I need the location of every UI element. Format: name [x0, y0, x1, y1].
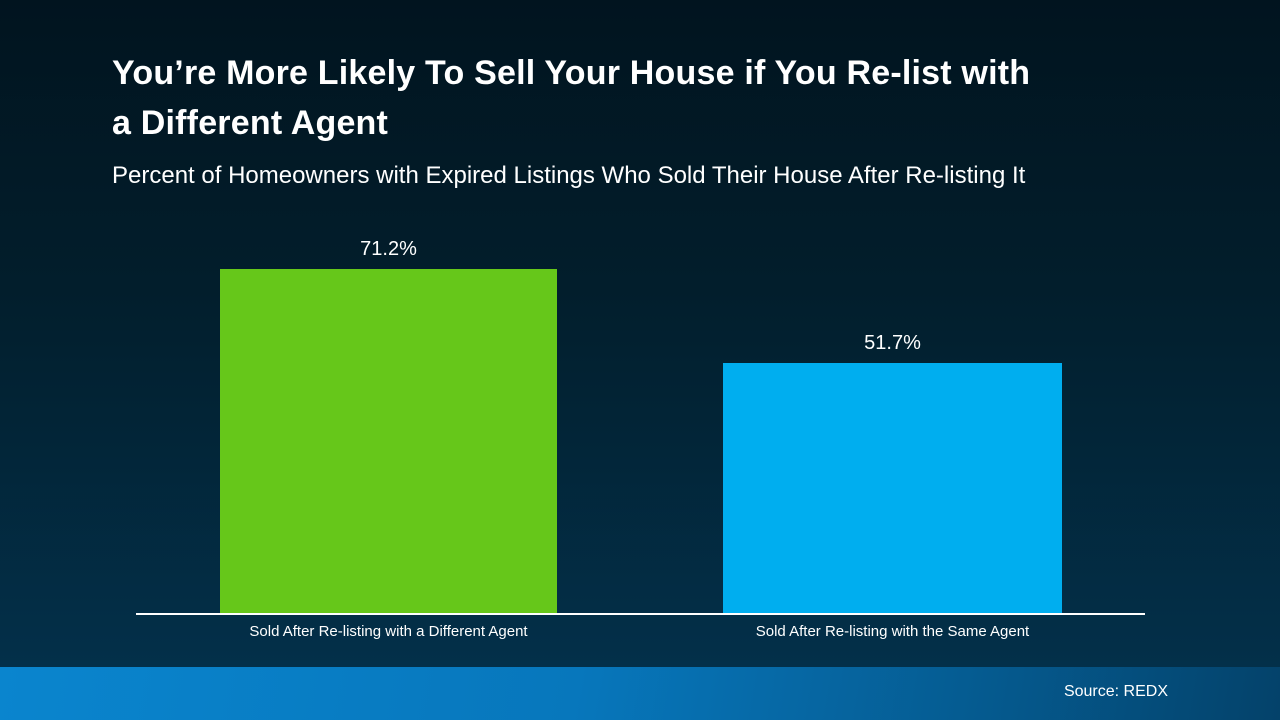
bar-value-label: 51.7%: [864, 332, 921, 354]
bar-value-label: 71.2%: [360, 238, 417, 260]
footer-banner: Source: REDX: [0, 667, 1280, 720]
chart-title: You’re More Likely To Sell Your House if…: [112, 54, 1031, 142]
chart-subtitle: Percent of Homeowners with Expired Listi…: [112, 162, 1026, 189]
category-label-same-agent: Sold After Re-listing with the Same Agen…: [755, 623, 1030, 640]
bar-different-agent: [220, 269, 557, 613]
x-axis-line: [136, 613, 1145, 615]
category-label-different-agent: Sold After Re-listing with a Different A…: [249, 623, 528, 640]
chart-header: You’re More Likely To Sell Your House if…: [112, 48, 1052, 190]
source-label: Source: REDX: [1063, 683, 1168, 700]
bar-group-same-agent: 51.7%: [723, 332, 1062, 613]
bar-same-agent: [723, 363, 1062, 613]
bar-group-different-agent: 71.2%: [220, 238, 557, 613]
